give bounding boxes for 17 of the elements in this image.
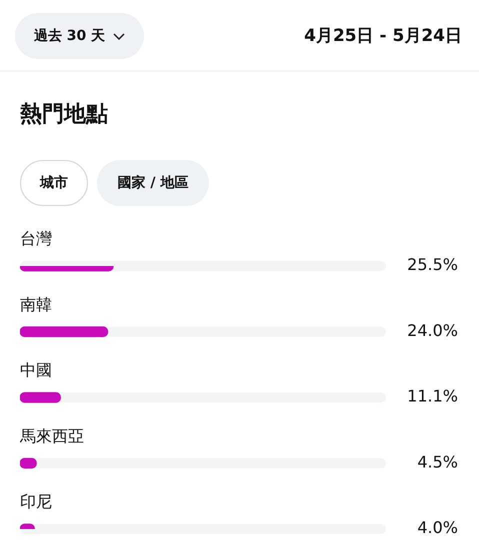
y-tick-label: 馬來西亞 bbox=[19, 426, 84, 446]
y-tick-label: 印尼 bbox=[20, 492, 52, 512]
data-label: 24.0% bbox=[407, 320, 458, 340]
y-tick-label: 中國 bbox=[20, 360, 52, 380]
data-label: 4.0% bbox=[417, 518, 458, 538]
data-label: 4.5% bbox=[417, 452, 458, 472]
y-tick-label: 南韓 bbox=[20, 294, 52, 314]
data-label: 11.1% bbox=[407, 386, 458, 406]
data-label: 25.5% bbox=[407, 255, 458, 274]
text: 4月25日 - 5月24日 bbox=[304, 25, 462, 47]
text: 過去 30 天 bbox=[34, 27, 106, 45]
y-tick-label: 台灣 bbox=[20, 229, 52, 248]
bar bbox=[20, 326, 108, 338]
chart-title: 熱門地點 bbox=[20, 101, 108, 129]
bar bbox=[20, 392, 61, 403]
text: 國家 / 地區 bbox=[118, 174, 188, 192]
text: 城市 bbox=[40, 174, 68, 192]
